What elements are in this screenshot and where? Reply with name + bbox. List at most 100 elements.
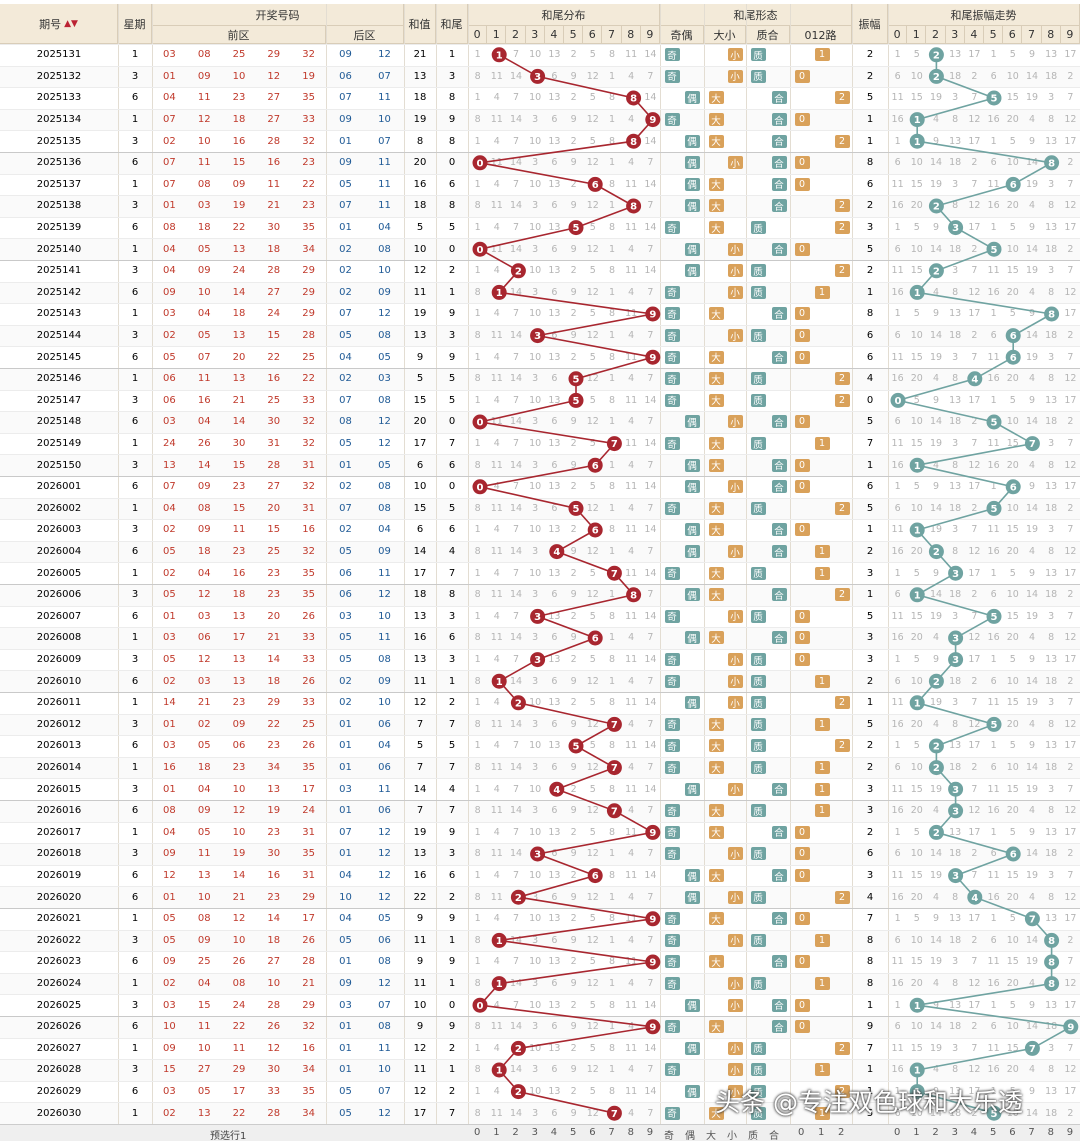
footer-amp-digit[interactable]: 5 <box>990 1127 997 1138</box>
dist-miss-count: 12 <box>586 330 599 342</box>
amp-miss-count: 16 <box>987 286 1000 298</box>
amp-miss-count: 14 <box>1025 330 1039 342</box>
route-mark: 2 <box>832 217 852 239</box>
amp-miss-count: 11 <box>891 524 904 536</box>
dist-miss-count: 7 <box>512 481 519 493</box>
big-small-mark: 小 <box>725 411 745 433</box>
amp-miss-count: 11 <box>891 351 904 363</box>
route-mark: 0 <box>792 66 812 88</box>
tail-cell: 8 <box>448 200 456 212</box>
dist-miss-count: 11 <box>490 157 503 169</box>
dist-miss-count: 4 <box>628 70 635 82</box>
prime-comp-mark-box: 合 <box>771 177 787 191</box>
amp-miss-count: 18 <box>949 330 962 342</box>
footer-route-digit[interactable]: 2 <box>838 1127 845 1138</box>
sum-cell: 9 <box>416 351 424 363</box>
amp-miss-count: 4 <box>932 373 939 385</box>
front-number: 32 <box>302 546 315 558</box>
amp-miss-count: 15 <box>910 438 923 450</box>
dist-miss-count: 7 <box>647 70 654 82</box>
prime-comp-mark-box: 质 <box>750 437 766 451</box>
dist-miss-count: 9 <box>570 200 577 212</box>
amp-miss-count: 13 <box>949 308 962 320</box>
route-mark: 1 <box>812 562 832 584</box>
front-number: 17 <box>232 632 246 644</box>
header-amp-digit: 9 <box>1060 26 1080 44</box>
dist-miss-count: 10 <box>529 524 542 536</box>
dist-miss-count: 4 <box>628 502 635 514</box>
footer-dist-digit[interactable]: 7 <box>608 1127 615 1138</box>
footer-dist-digit[interactable]: 2 <box>512 1127 519 1138</box>
footer-amp-digit[interactable]: 9 <box>1066 1127 1074 1138</box>
footer-dist-digit[interactable]: 0 <box>474 1127 481 1138</box>
prime-comp-mark: 合 <box>769 454 789 476</box>
amplitude-cell: 1 <box>866 459 874 471</box>
issue-cell: 2026003 <box>36 524 82 536</box>
prime-comp-mark-box: 合 <box>771 588 787 602</box>
svg-text:4: 4 <box>553 785 560 796</box>
weekday-cell: 6 <box>131 481 139 493</box>
amp-miss-count: 10 <box>910 502 923 514</box>
amp-ball: 1 <box>909 457 925 473</box>
footer-dist-digit[interactable]: 5 <box>570 1127 577 1138</box>
weekday-cell: 3 <box>131 135 139 147</box>
amplitude-cell: 3 <box>866 222 874 234</box>
footer-dist-digit[interactable]: 3 <box>531 1127 538 1138</box>
footer-amp-digit[interactable]: 4 <box>970 1127 978 1138</box>
back-number: 11 <box>378 567 391 579</box>
amp-miss-count: 20 <box>1006 373 1019 385</box>
footer-amp-digit[interactable]: 8 <box>1047 1127 1054 1138</box>
front-number: 16 <box>232 135 246 147</box>
footer-route-digit[interactable]: 0 <box>798 1127 805 1138</box>
amp-miss-count: 4 <box>932 459 939 471</box>
sum-cell: 21 <box>413 49 427 61</box>
footer-dist-digit[interactable]: 4 <box>550 1127 558 1138</box>
footer-amp-digit[interactable]: 2 <box>932 1127 939 1138</box>
big-small-mark-box: 小 <box>727 415 743 429</box>
header-issue[interactable]: 期号 ▲▼ <box>0 4 118 44</box>
amp-miss-count: 13 <box>949 394 962 406</box>
footer-dist-digit[interactable]: 1 <box>493 1127 500 1138</box>
dist-miss-count: 2 <box>570 92 577 104</box>
sort-arrows-icon[interactable]: ▲▼ <box>64 18 78 29</box>
footer-route-digit[interactable]: 1 <box>818 1127 825 1138</box>
amp-miss-count: 6 <box>894 70 901 82</box>
amp-miss-count: 7 <box>971 524 978 536</box>
prime-comp-mark: 合 <box>769 411 789 433</box>
row-divider <box>0 411 1080 413</box>
tail-ball: 7 <box>606 1105 622 1121</box>
amp-miss-count: 10 <box>910 330 923 342</box>
footer-dist-digit[interactable]: 8 <box>627 1127 634 1138</box>
svg-text:9: 9 <box>649 115 656 126</box>
big-small-mark-box: 小 <box>727 264 743 278</box>
amp-miss-count: 16 <box>987 459 1000 471</box>
prime-comp-mark-box: 合 <box>771 113 787 127</box>
amp-ball: 3 <box>948 803 964 819</box>
amp-miss-count: 10 <box>910 243 923 255</box>
footer-amp-digit[interactable]: 1 <box>913 1127 920 1138</box>
amp-miss-count: 2 <box>1067 416 1074 428</box>
route-mark-box: 2 <box>834 264 850 278</box>
front-number: 33 <box>302 654 315 666</box>
prime-comp-mark: 质 <box>748 433 768 455</box>
footer-amp-digit[interactable]: 7 <box>1028 1127 1035 1138</box>
footer-amp-digit[interactable]: 3 <box>951 1127 958 1138</box>
footer-amp-digit[interactable]: 0 <box>894 1127 901 1138</box>
row-band <box>0 929 1080 952</box>
amp-miss-count: 13 <box>949 481 962 493</box>
big-small-mark-box: 大 <box>708 501 724 515</box>
big-small-mark: 大 <box>706 433 726 455</box>
prime-comp-mark-box: 质 <box>750 372 766 386</box>
route-mark: 0 <box>792 238 812 260</box>
footer-amp-digit[interactable]: 6 <box>1009 1127 1016 1138</box>
sum-cell: 19 <box>413 308 427 320</box>
dist-miss-count: 11 <box>625 222 638 234</box>
dist-miss-count: 10 <box>529 394 542 406</box>
back-number: 07 <box>339 502 352 514</box>
footer-dist-digit[interactable]: 6 <box>589 1127 596 1138</box>
front-number: 19 <box>302 70 315 82</box>
amp-ball: 8 <box>1044 155 1060 171</box>
dist-miss-count: 4 <box>493 178 500 190</box>
footer-dist-digit[interactable]: 9 <box>646 1127 654 1138</box>
